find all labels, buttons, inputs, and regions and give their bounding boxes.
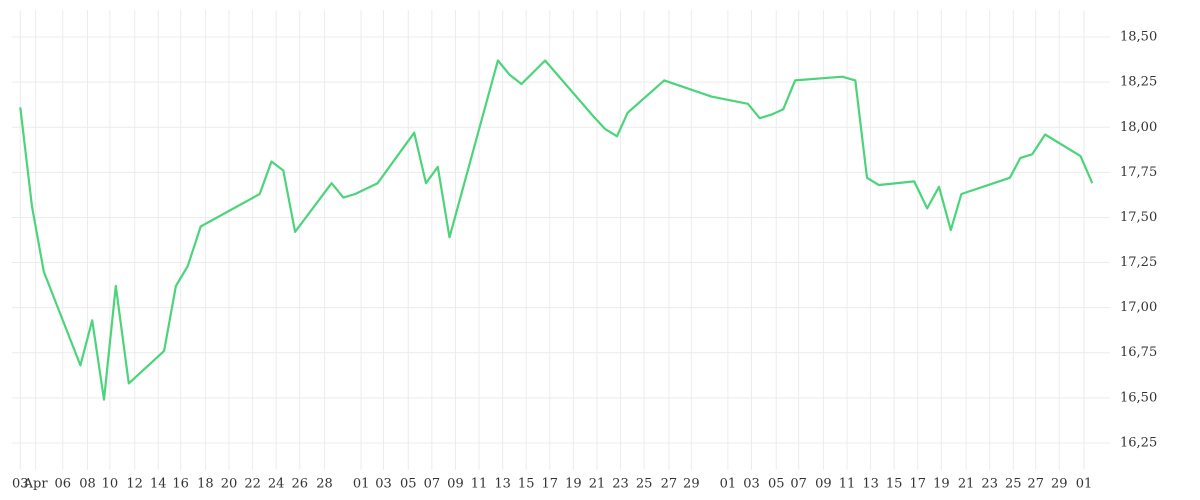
y-tick-label: 17,75	[1120, 165, 1157, 180]
x-tick-label: 14	[150, 477, 167, 492]
x-tick-label: 18	[197, 477, 214, 492]
x-tick-label: 24	[268, 477, 285, 492]
y-tick-label: 17,25	[1120, 255, 1157, 270]
y-tick-label: 18,50	[1120, 30, 1157, 45]
x-tick-label: 03	[375, 477, 392, 492]
x-tick-label: 20	[221, 477, 238, 492]
price-line	[19, 59, 1094, 401]
x-tick-label: 10	[102, 477, 119, 492]
x-tick-label: 27	[661, 477, 678, 492]
x-tick-label: 08	[79, 477, 96, 492]
y-tick-label: 17,00	[1120, 300, 1157, 315]
x-tick-label: 23	[612, 477, 629, 492]
x-tick-label: 12	[126, 477, 143, 492]
x-tick-label: 01	[353, 477, 370, 492]
x-tick-label: 25	[636, 477, 653, 492]
x-tick-label: 21	[958, 477, 975, 492]
x-tick-label: 01	[1076, 477, 1093, 492]
x-tick-label: 15	[886, 477, 903, 492]
y-tick-label: 18,25	[1120, 75, 1157, 90]
x-tick-label: 22	[244, 477, 261, 492]
x-tick-label: 03	[12, 477, 29, 492]
x-tick-label: 09	[447, 477, 464, 492]
x-tick-label: 17	[909, 477, 926, 492]
x-tick-label: 11	[839, 477, 856, 492]
x-tick-label: 07	[790, 477, 807, 492]
x-tick-label: Apr	[23, 477, 49, 492]
x-tick-label: 15	[518, 477, 535, 492]
y-tick-label: 16,25	[1120, 435, 1157, 450]
y-tick-label: 16,75	[1120, 345, 1157, 360]
y-tick-label: 17,50	[1120, 210, 1157, 225]
x-tick-label: 26	[291, 477, 308, 492]
x-tick-label: 29	[683, 477, 700, 492]
x-tick-label: 07	[424, 477, 441, 492]
x-tick-label: 23	[981, 477, 998, 492]
y-tick-label: 16,50	[1120, 390, 1157, 405]
x-tick-label: 28	[316, 477, 333, 492]
x-tick-label: 03	[743, 477, 760, 492]
x-tick-label: 13	[494, 477, 511, 492]
x-tick-label: 17	[542, 477, 559, 492]
x-tick-label: 19	[933, 477, 950, 492]
x-tick-label: 19	[565, 477, 582, 492]
x-tick-label: 05	[768, 477, 785, 492]
x-tick-label: 21	[589, 477, 606, 492]
x-tick-label: 01	[720, 477, 737, 492]
x-tick-label: 09	[815, 477, 832, 492]
y-tick-label: 18,00	[1120, 120, 1157, 135]
x-tick-label: 16	[172, 477, 189, 492]
x-tick-label: 29	[1051, 477, 1068, 492]
x-tick-label: 13	[862, 477, 879, 492]
x-tick-label: 05	[400, 477, 417, 492]
x-tick-label: 06	[54, 477, 71, 492]
x-tick-label: 27	[1027, 477, 1044, 492]
x-tick-label: 25	[1005, 477, 1022, 492]
x-tick-label: 11	[471, 477, 488, 492]
